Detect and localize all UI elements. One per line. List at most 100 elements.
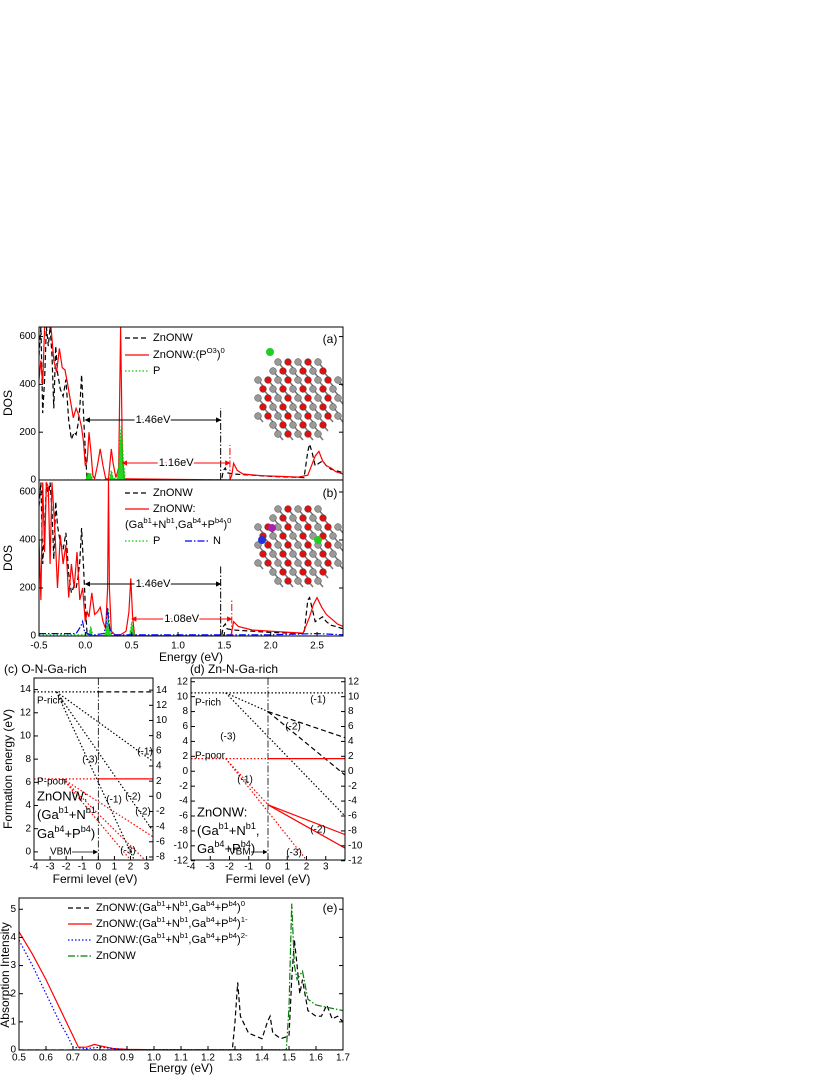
text-part: b4 [206,915,215,924]
x-tick-label: 1.1 [174,1053,188,1064]
structure-atom [259,403,267,411]
text-part: Ga [197,841,215,856]
text-part: b1 [157,915,166,924]
text-part: ) [217,349,221,361]
structure-atom [319,385,327,393]
structure-atom [314,523,322,531]
text-part: ZnONW:(P [153,349,207,361]
y-tick-label: 12 [177,676,189,687]
x-tick-label: -4 [187,862,196,873]
structure-atom [294,376,302,384]
structure-atom [299,532,307,540]
text-part: b1 [86,805,96,815]
text-part: +P [215,934,229,946]
structure-atom [304,559,312,567]
y-tick-label: 8 [182,706,188,717]
structure-atom [284,505,292,513]
text-part: b4 [241,839,251,849]
structure-atom [324,376,332,384]
gap-label: 1.16eV [159,457,195,469]
text-part: b4 [193,516,202,525]
plot-area [191,678,345,860]
x-tick-label: -1 [244,862,253,873]
y2-tick-label: 6 [156,745,162,756]
gap-label: 1.46eV [136,414,172,426]
y-tick-label: 10 [177,691,189,702]
structure-dopant [314,536,322,544]
structure-atom [289,367,297,375]
y-tick-label: 0 [182,766,188,777]
legend-label: ZnONW:(Gab1+Nb1,Gab4+Pb4)0 [96,899,245,914]
structure-atom [284,394,292,402]
x-tick-label: 1.0 [171,641,185,652]
line-label: (-2) [285,722,301,733]
structure-atom [279,532,287,540]
annotation: VBM [50,847,72,858]
y-tick-label: 4 [25,800,31,811]
line-label: (-1) [106,795,122,806]
y-tick-label: 2 [25,823,31,834]
annotation: Gab4+Pb4) [197,839,255,856]
line-label: (-1) [237,775,253,786]
structure-atom [329,403,337,411]
gap-label: 1.08eV [164,613,200,625]
annotation: (Gab1+Nb1, [197,821,260,838]
structure-atom [324,394,332,402]
structure-atom [324,523,332,531]
x-tick-label: 0.8 [93,1053,107,1064]
structure-atom [314,559,322,567]
structure-atom [304,430,312,438]
panel-label: (b) [323,486,338,500]
y2-tick-label: -2 [156,806,165,817]
y-tick-label: 0 [30,475,36,486]
structure-dopant [266,348,274,356]
area [39,424,343,480]
annotation: P-rich [195,698,221,709]
legend-label: N [213,535,221,547]
structure-atom [259,550,267,558]
text-part: b4 [214,839,224,849]
x-tick-label: 3 [323,862,329,873]
legend-label: P [153,365,160,377]
y2-tick-label: -6 [348,811,357,822]
structure-atom [309,421,317,429]
text-part: b4 [228,899,237,908]
structure-atom [314,412,322,420]
annotation: Gab4+Pb4) [37,824,95,841]
x-tick-label: 1 [112,862,118,873]
structure-atom [304,376,312,384]
annotation: P-poor [37,777,68,788]
structure-atom [299,568,307,576]
structure-atom [264,394,272,402]
structure-atom [274,541,282,549]
plot-frame [38,479,344,637]
line-label: (-2) [135,807,151,818]
y2-tick-label: 4 [156,761,162,772]
line-label: (-1) [137,747,153,758]
text-part: +N [152,519,166,531]
text-part: (Ga [37,807,59,822]
y-tick-label: 4 [182,736,188,747]
x-tick-label: 1.6 [309,1053,323,1064]
y2-tick-label: 12 [156,700,168,711]
structure-atom [294,430,302,438]
line [19,931,343,1050]
text-part: ) [223,519,227,531]
annotation: P-poor [195,751,226,762]
structure-atom [299,403,307,411]
x-tick-label: 1.5 [217,641,231,652]
text-part: +P [64,826,80,841]
line [62,778,153,838]
structure-atom [309,550,317,558]
structure-atom [254,394,262,402]
legend-label: ZnONW:(Gab1+Nb1,Gab4+Pb4)2- [96,931,248,946]
x-tick-label: 0.6 [39,1053,53,1064]
text-part: ,Ga [175,519,194,531]
structure-atom [254,412,262,420]
y2-tick-label: -2 [348,781,357,792]
y-axis-label: Formation energy (eV) [1,709,15,829]
text-part: b4 [54,824,64,834]
structure-atom [309,532,317,540]
y-tick-label: 6 [25,777,31,788]
